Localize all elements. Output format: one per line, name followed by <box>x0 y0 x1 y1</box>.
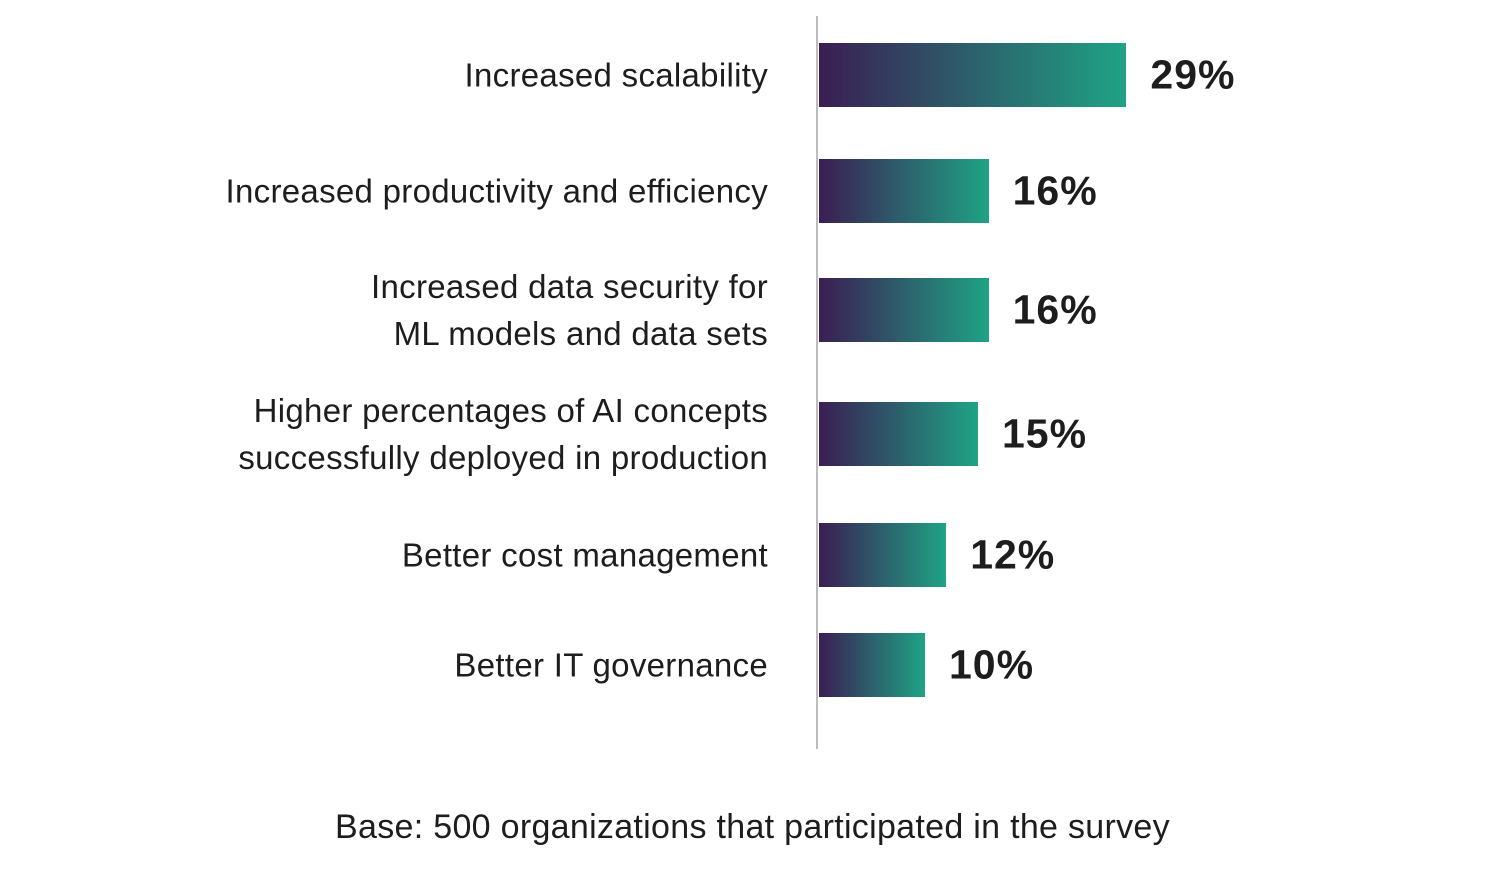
chart-row: Higher percentages of AI concepts success… <box>0 392 1505 476</box>
chart-row: Increased productivity and efficiency 16% <box>0 159 1505 223</box>
category-label: Increased productivity and efficiency <box>226 168 768 215</box>
category-label-line: Better cost management <box>401 536 768 574</box>
category-label-line: Higher percentages of AI concepts <box>253 392 768 429</box>
bar <box>819 159 989 223</box>
category-label: Better cost management <box>402 532 768 579</box>
base-note: Base: 500 organizations that participate… <box>335 808 1170 846</box>
category-label-line: successfully deployed in production <box>238 439 768 476</box>
bar <box>819 523 947 587</box>
category-label-line: ML models and data sets <box>393 315 768 352</box>
value-label: 10% <box>949 641 1035 688</box>
category-label: Increased scalability <box>465 52 768 99</box>
category-label: Better IT governance <box>454 642 768 689</box>
category-label-line: Increased data security for <box>371 268 768 305</box>
value-label: 16% <box>1012 286 1098 333</box>
category-label-line: Increased scalability <box>464 56 768 94</box>
chart-row: Better IT governance 10% <box>0 633 1505 697</box>
bar <box>819 278 989 342</box>
chart-row: Increased data security for ML models and… <box>0 268 1505 352</box>
value-label: 16% <box>1012 167 1098 214</box>
category-label-line: Better IT governance <box>454 646 768 684</box>
chart-row: Better cost management 12% <box>0 523 1505 587</box>
bar <box>819 402 978 466</box>
value-label: 29% <box>1150 51 1236 98</box>
bar <box>819 43 1127 107</box>
value-label: 12% <box>970 531 1056 578</box>
category-label: Increased data security for ML models and… <box>371 263 768 357</box>
value-label: 15% <box>1002 410 1088 457</box>
bar <box>819 633 925 697</box>
category-label-line: Increased productivity and efficiency <box>225 172 768 210</box>
axis-line <box>816 16 818 749</box>
chart-row: Increased scalability 29% <box>0 43 1505 107</box>
category-label: Higher percentages of AI concepts success… <box>238 387 768 481</box>
